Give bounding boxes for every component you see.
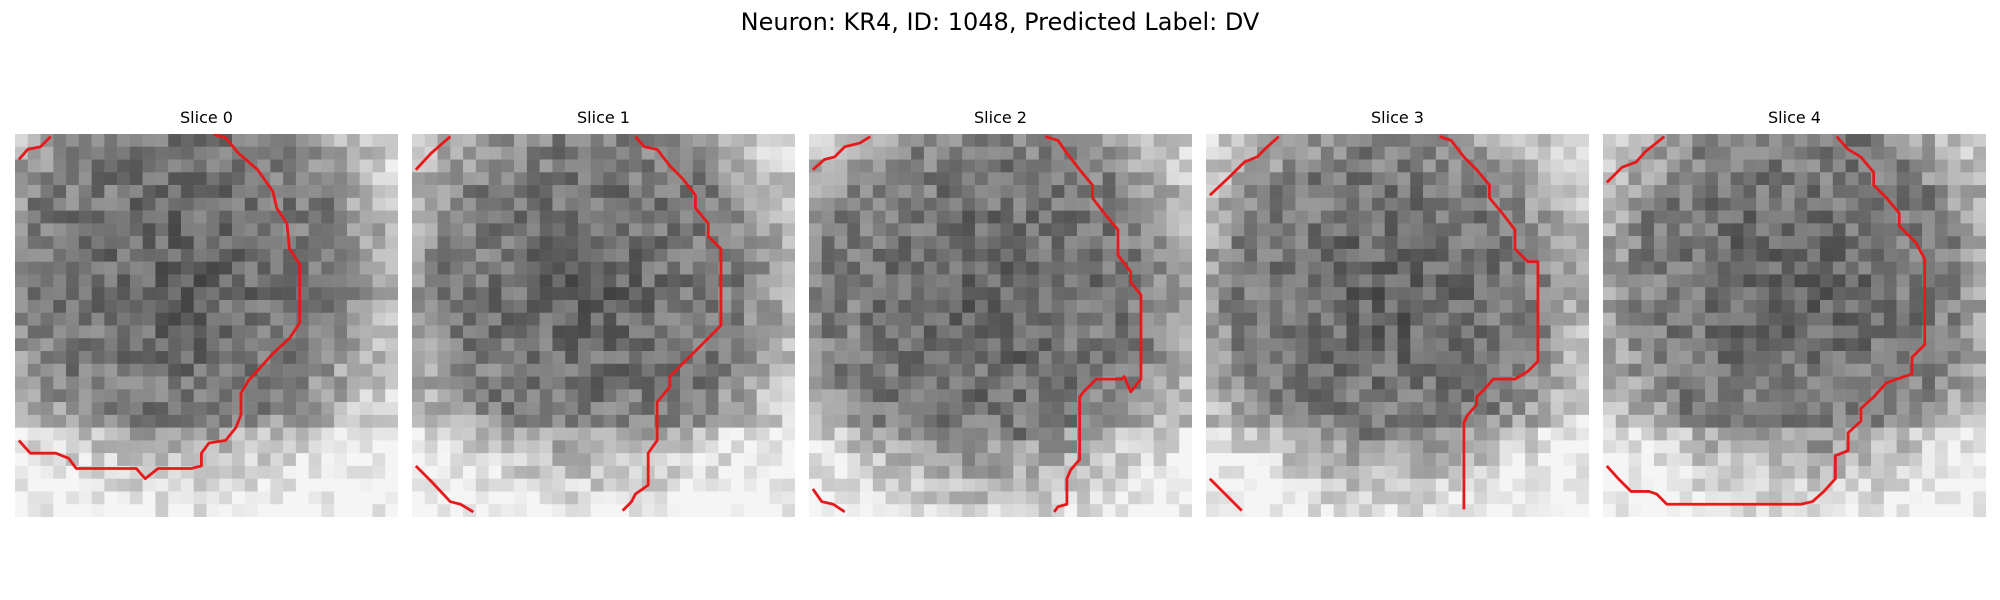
slice-title-2: Slice 2 — [974, 108, 1027, 127]
pixel-grid — [15, 134, 398, 517]
contour-line — [1605, 135, 1927, 506]
contour-line — [1208, 135, 1280, 197]
figure-title: Neuron: KR4, ID: 1048, Predicted Label: … — [740, 8, 1260, 36]
contour-line — [811, 488, 846, 514]
slice-image-0 — [15, 134, 398, 517]
contour-line — [811, 135, 872, 171]
slice-image-1 — [412, 134, 795, 517]
slice-title-0: Slice 0 — [180, 108, 233, 127]
slice-image-2 — [809, 134, 1192, 517]
contour-line — [17, 134, 302, 481]
contour-line — [1044, 135, 1143, 513]
slice-image-4 — [1603, 134, 1986, 517]
contour-line — [621, 135, 723, 512]
pixel-grid — [809, 134, 1192, 517]
pixel-grid — [412, 134, 795, 517]
contour-line — [1208, 477, 1243, 512]
contour-line — [1439, 135, 1540, 510]
slice-title-3: Slice 3 — [1371, 108, 1424, 127]
pixel-grid — [1206, 134, 1589, 517]
slice-title-1: Slice 1 — [577, 108, 630, 127]
pixel-grid — [1603, 134, 1986, 517]
contour-line — [1605, 135, 1666, 184]
slice-title-4: Slice 4 — [1768, 108, 1821, 127]
contour-line — [414, 464, 475, 514]
slice-image-3 — [1206, 134, 1589, 517]
contour-line — [17, 135, 52, 161]
contour-line — [414, 135, 452, 171]
